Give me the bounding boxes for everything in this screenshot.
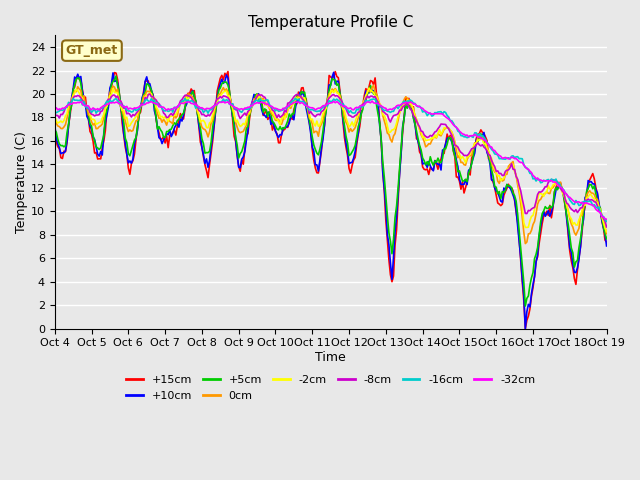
-32cm (66, 101, 74, 107)
0cm (51, 113, 59, 119)
Line: -8cm: -8cm (55, 94, 607, 227)
Line: +15cm: +15cm (55, 72, 607, 329)
0cm (365, 88, 373, 94)
+10cm (397, 150, 405, 156)
+15cm (397, 148, 405, 154)
+5cm (66, 108, 74, 114)
Line: -2cm: -2cm (55, 88, 607, 232)
Line: -16cm: -16cm (55, 98, 607, 221)
Line: +10cm: +10cm (55, 72, 607, 329)
0cm (538, 193, 546, 199)
-2cm (537, 191, 545, 196)
Y-axis label: Temperature (C): Temperature (C) (15, 131, 28, 233)
-32cm (368, 98, 376, 104)
-16cm (66, 102, 74, 108)
-16cm (397, 102, 405, 108)
-8cm (367, 93, 374, 99)
+5cm (603, 236, 611, 242)
-16cm (603, 218, 611, 224)
-8cm (385, 117, 393, 122)
+10cm (385, 242, 393, 248)
-2cm (367, 88, 374, 94)
+5cm (385, 230, 393, 236)
+5cm (397, 144, 405, 150)
-8cm (603, 224, 611, 230)
-8cm (146, 91, 154, 97)
-32cm (603, 216, 611, 222)
Line: -32cm: -32cm (55, 101, 607, 219)
0cm (603, 231, 611, 237)
+5cm (51, 127, 59, 132)
0cm (397, 105, 405, 110)
0cm (66, 103, 74, 108)
-16cm (154, 100, 161, 106)
-2cm (365, 85, 373, 91)
0cm (385, 132, 393, 137)
-2cm (154, 107, 161, 112)
+10cm (154, 124, 161, 130)
-16cm (537, 180, 545, 186)
+5cm (155, 124, 163, 130)
+5cm (112, 73, 120, 79)
-32cm (397, 101, 405, 107)
+15cm (66, 112, 74, 118)
-8cm (397, 108, 405, 113)
0cm (370, 83, 378, 88)
+10cm (538, 215, 546, 221)
+10cm (66, 109, 74, 115)
+5cm (522, 303, 529, 309)
+10cm (522, 326, 529, 332)
Legend: +15cm, +10cm, +5cm, 0cm, -2cm, -8cm, -16cm, -32cm: +15cm, +10cm, +5cm, 0cm, -2cm, -8cm, -16… (122, 371, 540, 405)
+15cm (538, 221, 546, 227)
-32cm (537, 177, 545, 183)
-8cm (537, 189, 545, 195)
+10cm (367, 86, 374, 92)
-8cm (51, 113, 59, 119)
-8cm (155, 101, 163, 107)
Title: Temperature Profile C: Temperature Profile C (248, 15, 413, 30)
+15cm (522, 326, 529, 332)
0cm (154, 110, 161, 116)
-8cm (66, 100, 74, 106)
-2cm (385, 130, 393, 135)
+5cm (538, 211, 546, 216)
-32cm (365, 99, 373, 105)
+10cm (330, 70, 337, 75)
Line: 0cm: 0cm (55, 85, 607, 243)
-2cm (603, 229, 611, 235)
+5cm (367, 83, 374, 88)
-16cm (292, 96, 300, 101)
+15cm (154, 124, 161, 130)
+10cm (603, 243, 611, 249)
Line: +5cm: +5cm (55, 76, 607, 306)
0cm (522, 240, 529, 246)
-16cm (51, 108, 59, 114)
-32cm (154, 101, 161, 107)
-16cm (385, 108, 393, 114)
Text: GT_met: GT_met (66, 44, 118, 57)
X-axis label: Time: Time (316, 351, 346, 364)
+15cm (51, 128, 59, 133)
+15cm (603, 239, 611, 245)
-32cm (385, 107, 393, 112)
-2cm (51, 114, 59, 120)
+15cm (367, 78, 374, 84)
+15cm (385, 257, 393, 263)
+15cm (224, 69, 232, 74)
-32cm (51, 105, 59, 111)
-2cm (66, 101, 74, 107)
-16cm (367, 97, 374, 103)
-2cm (397, 107, 405, 112)
+10cm (51, 122, 59, 128)
